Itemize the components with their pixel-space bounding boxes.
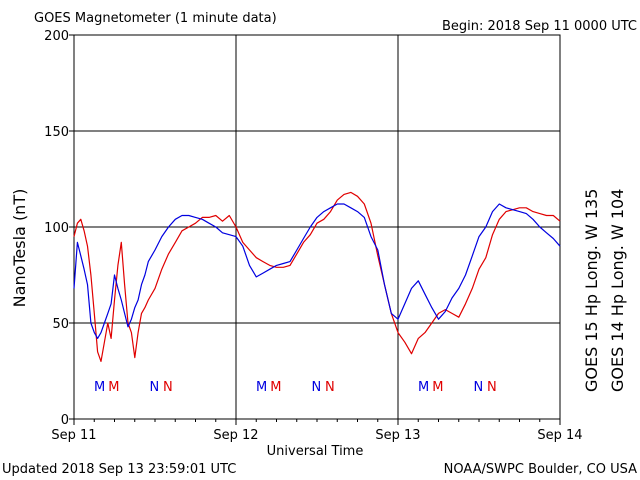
x-tick-label: Sep 12 [213,428,258,443]
marker-m: M [256,380,267,395]
marker-m: M [432,380,443,395]
grid-lines [74,35,560,419]
marker-n: N [325,380,335,395]
x-tick-label: Sep 13 [375,428,420,443]
y-tick-label: 150 [44,125,69,140]
x-tick-label: Sep 11 [51,428,96,443]
source-label: NOAA/SWPC Boulder, CO USA [444,462,637,477]
legend-goes14: GOES 14 Hp Long. W 104 [608,189,627,392]
x-axis: Sep 11 Sep 12 Sep 13 Sep 14 [51,419,583,443]
y-tick-label: 200 [44,29,69,44]
series-goes14-line [73,203,561,339]
y-tick-label: 0 [61,413,69,428]
marker-n: N [487,380,497,395]
marker-m: M [270,380,281,395]
marker-n: N [311,380,321,395]
y-tick-label: 50 [52,317,69,332]
marker-m: M [418,380,429,395]
series-goes15-line [73,191,561,362]
marker-m: M [108,380,119,395]
y-axis: 0 50 100 150 200 [44,29,74,428]
chart-title: GOES Magnetometer (1 minute data) [34,11,277,26]
y-tick-label: 100 [44,221,69,236]
x-axis-label: Universal Time [267,444,364,459]
marker-n: N [149,380,159,395]
x-tick-label: Sep 14 [537,428,582,443]
legend-goes15: GOES 15 Hp Long. W 135 [582,189,601,392]
series-lines [73,191,561,362]
updated-label: Updated 2018 Sep 13 23:59:01 UTC [2,462,236,477]
marker-n: N [473,380,483,395]
y-axis-label: NanoTesla (nT) [10,189,29,308]
marker-m: M [94,380,105,395]
begin-label: Begin: 2018 Sep 11 0000 UTC [442,19,637,34]
marker-n: N [163,380,173,395]
